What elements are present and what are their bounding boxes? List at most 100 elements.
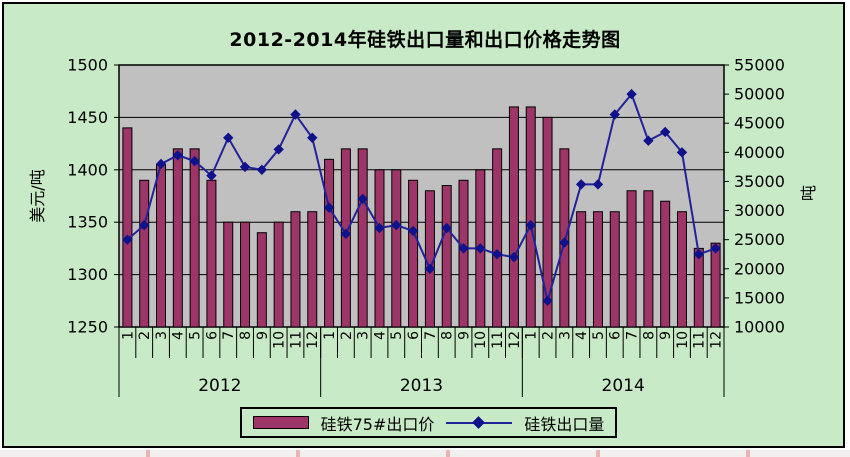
month-tick-label: 3 — [154, 331, 170, 340]
volume-marker — [592, 179, 604, 190]
right-axis-tick-label: 25000 — [734, 230, 785, 249]
volume-marker — [139, 219, 150, 231]
left-axis-tick-label: 1450 — [67, 108, 108, 127]
volume-line — [126, 92, 716, 302]
volume-marker — [239, 161, 251, 173]
month-tick-label: 2 — [339, 331, 355, 340]
price-bar — [307, 211, 318, 328]
month-tick-label: 9 — [456, 331, 472, 340]
volume-marker — [407, 225, 419, 237]
price-bar — [542, 116, 553, 328]
month-tick-label: 10 — [272, 331, 288, 349]
volume-marker — [273, 144, 284, 155]
price-bar — [693, 247, 704, 328]
volume-marker — [609, 109, 620, 120]
month-tick-label: 11 — [490, 331, 506, 349]
month-tick-label: 6 — [204, 331, 220, 340]
volume-series-line-icon — [446, 415, 513, 429]
volume-marker — [441, 222, 452, 234]
volume-marker — [374, 222, 385, 234]
volume-marker — [491, 249, 503, 260]
right-axis-tick-label: 45000 — [734, 114, 785, 133]
month-tick-label: 12 — [305, 331, 321, 349]
month-tick-label: 7 — [624, 331, 640, 340]
month-tick-label: 6 — [608, 331, 624, 340]
price-bar — [676, 211, 687, 328]
price-bar — [710, 242, 721, 328]
price-bar — [626, 190, 637, 328]
price-series-swatch-icon — [252, 416, 309, 429]
left-axis-tick-label: 1350 — [67, 213, 108, 232]
volume-marker — [659, 126, 671, 138]
legend-price-label: 硅铁75#出口价 — [320, 414, 435, 434]
price-bar — [576, 211, 587, 328]
month-tick-label: 4 — [372, 331, 388, 340]
month-tick-label: 7 — [221, 331, 237, 340]
volume-marker — [458, 243, 469, 254]
month-tick-label: 8 — [238, 331, 254, 340]
month-tick-label: 6 — [406, 331, 422, 340]
volume-marker — [693, 249, 704, 260]
right-axis-tick-label: 35000 — [734, 172, 785, 191]
month-tick-label: 11 — [288, 331, 304, 349]
month-tick-label: 11 — [692, 331, 708, 349]
legend-diamond-marker-icon — [472, 415, 486, 429]
volume-marker — [189, 155, 200, 167]
price-bar — [223, 221, 234, 328]
month-tick-label: 5 — [188, 331, 204, 340]
volume-marker — [290, 109, 301, 120]
month-tick-label: 1 — [524, 331, 540, 340]
legend-volume-label: 硅铁出口量 — [524, 414, 605, 434]
month-tick-label: 1 — [322, 331, 338, 340]
volume-marker — [643, 135, 654, 146]
volume-marker — [307, 132, 318, 143]
volume-marker — [475, 243, 486, 254]
price-bar — [408, 179, 419, 328]
volume-marker — [391, 219, 402, 231]
month-tick-label: 5 — [389, 331, 405, 340]
price-bar — [139, 179, 150, 328]
legend: 硅铁75#出口价 硅铁出口量 — [240, 407, 617, 438]
price-bar — [508, 106, 519, 328]
volume-marker — [256, 164, 268, 176]
month-tick-label: 2 — [137, 331, 153, 340]
price-bar — [256, 232, 267, 328]
month-tick-label: 12 — [507, 331, 523, 349]
volume-marker — [340, 228, 352, 240]
price-bar — [357, 148, 368, 328]
price-bar — [122, 127, 133, 328]
price-bar — [492, 148, 503, 328]
price-bar — [643, 190, 654, 328]
volume-marker — [710, 243, 721, 254]
month-tick-label: 3 — [356, 331, 372, 340]
price-bar — [206, 179, 217, 328]
volume-marker — [626, 88, 637, 100]
plot-area — [118, 64, 725, 328]
volume-marker — [223, 132, 234, 143]
price-bar — [592, 211, 603, 328]
price-bar — [324, 158, 335, 328]
month-tick-label: 10 — [473, 331, 489, 349]
month-tick-label: 4 — [171, 331, 187, 340]
right-axis-title: 吨 — [799, 184, 818, 202]
price-bar — [458, 179, 469, 328]
month-tick-label: 1 — [120, 331, 136, 340]
volume-marker — [172, 150, 184, 161]
month-tick-label: 4 — [574, 331, 590, 340]
volume-marker — [424, 263, 436, 274]
month-tick-label: 8 — [440, 331, 456, 340]
left-axis-tick-label: 1500 — [67, 56, 108, 75]
month-tick-label: 10 — [675, 331, 691, 349]
price-bar — [156, 164, 167, 328]
left-axis-tick-label: 1250 — [67, 318, 108, 337]
price-bar — [441, 185, 452, 328]
month-tick-label: 12 — [708, 331, 724, 349]
month-tick-label: 2 — [540, 331, 556, 340]
year-label: 2013 — [400, 376, 443, 396]
volume-marker — [155, 158, 167, 170]
month-tick-label: 9 — [255, 331, 271, 340]
price-bar — [525, 106, 536, 328]
price-bar — [391, 169, 402, 328]
right-axis-tick-label: 30000 — [734, 201, 785, 220]
